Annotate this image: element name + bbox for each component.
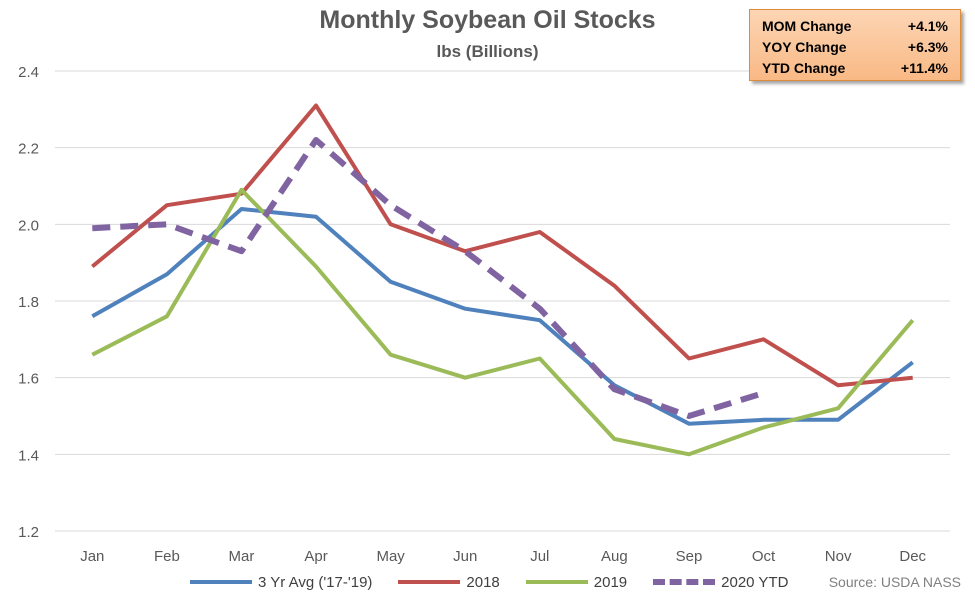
- x-tick-label: Jul: [530, 548, 549, 565]
- x-tick-label: Oct: [752, 548, 776, 565]
- x-tick-label: Jan: [80, 548, 104, 565]
- y-tick-label: 1.6: [18, 371, 39, 388]
- x-tick-label: Apr: [304, 548, 327, 565]
- legend-label: 2020 YTD: [721, 573, 789, 591]
- series-lines: [91, 103, 915, 457]
- series-line-2019: [91, 187, 915, 457]
- stat-value: +4.1%: [907, 18, 948, 34]
- gridlines: [55, 70, 950, 532]
- legend-label: 3 Yr Avg ('17-'19): [258, 573, 373, 591]
- y-tick-label: 1.8: [18, 294, 39, 311]
- chart-legend: 3 Yr Avg ('17-'19) 2018 2019 2020 YTD: [190, 572, 814, 592]
- stat-value: +6.3%: [907, 39, 948, 55]
- change-stats-box: MOM Change +4.1% YOY Change +6.3% YTD Ch…: [749, 9, 961, 81]
- y-tick-label: 1.4: [18, 447, 39, 464]
- stat-row-mom: MOM Change +4.1%: [762, 16, 948, 37]
- y-tick-label: 2.0: [18, 217, 39, 234]
- legend-swatch: [653, 579, 716, 585]
- chart-title: Monthly Soybean Oil Stocks: [319, 6, 656, 34]
- legend-label: 2019: [593, 573, 628, 591]
- stat-label: MOM Change: [762, 18, 852, 34]
- y-tick-label: 2.2: [18, 141, 39, 158]
- legend-swatch: [398, 580, 461, 584]
- y-tick-label: 1.2: [18, 524, 39, 541]
- stat-row-ytd: YTD Change +11.4%: [762, 58, 948, 79]
- x-tick-label: May: [376, 548, 405, 565]
- stat-label: YTD Change: [762, 60, 846, 76]
- legend-item-2019: 2019: [525, 573, 628, 591]
- x-tick-label: Sep: [676, 548, 703, 565]
- x-tick-label: Feb: [154, 548, 180, 565]
- series-line-3-yr-avg-17-19: [91, 207, 914, 426]
- chart-subtitle: lbs (Billions): [436, 42, 539, 61]
- legend-item-3yr-avg: 3 Yr Avg ('17-'19): [190, 574, 372, 591]
- x-tick-label: Mar: [229, 548, 255, 565]
- legend-label: 2018: [466, 573, 500, 591]
- stat-label: YOY Change: [762, 39, 847, 55]
- y-tick-label: 2.4: [18, 64, 39, 81]
- x-tick-label: Jun: [453, 548, 477, 565]
- legend-item-2020-ytd: 2020 YTD: [653, 574, 788, 591]
- stat-value: +11.4%: [900, 60, 948, 76]
- series-line-2018: [91, 103, 913, 388]
- x-tick-label: Dec: [899, 548, 926, 565]
- stat-row-yoy: YOY Change +6.3%: [762, 37, 948, 58]
- legend-swatch: [190, 580, 252, 584]
- legend-item-2018: 2018: [398, 573, 500, 591]
- x-tick-label: Aug: [601, 548, 628, 565]
- legend-swatch: [525, 580, 588, 584]
- source-note: Source: USDA NASS: [828, 574, 961, 590]
- series-line-2020-ytd: [92, 137, 765, 419]
- x-tick-label: Nov: [825, 548, 852, 565]
- x-axis-tick-labels: Jan Feb Mar Apr May Jun Jul Aug Sep Oct Nov Dec: [80, 548, 926, 565]
- y-axis-tick-labels: 1.2 1.4 1.6 1.8 2.0 2.2 2.4: [18, 64, 39, 541]
